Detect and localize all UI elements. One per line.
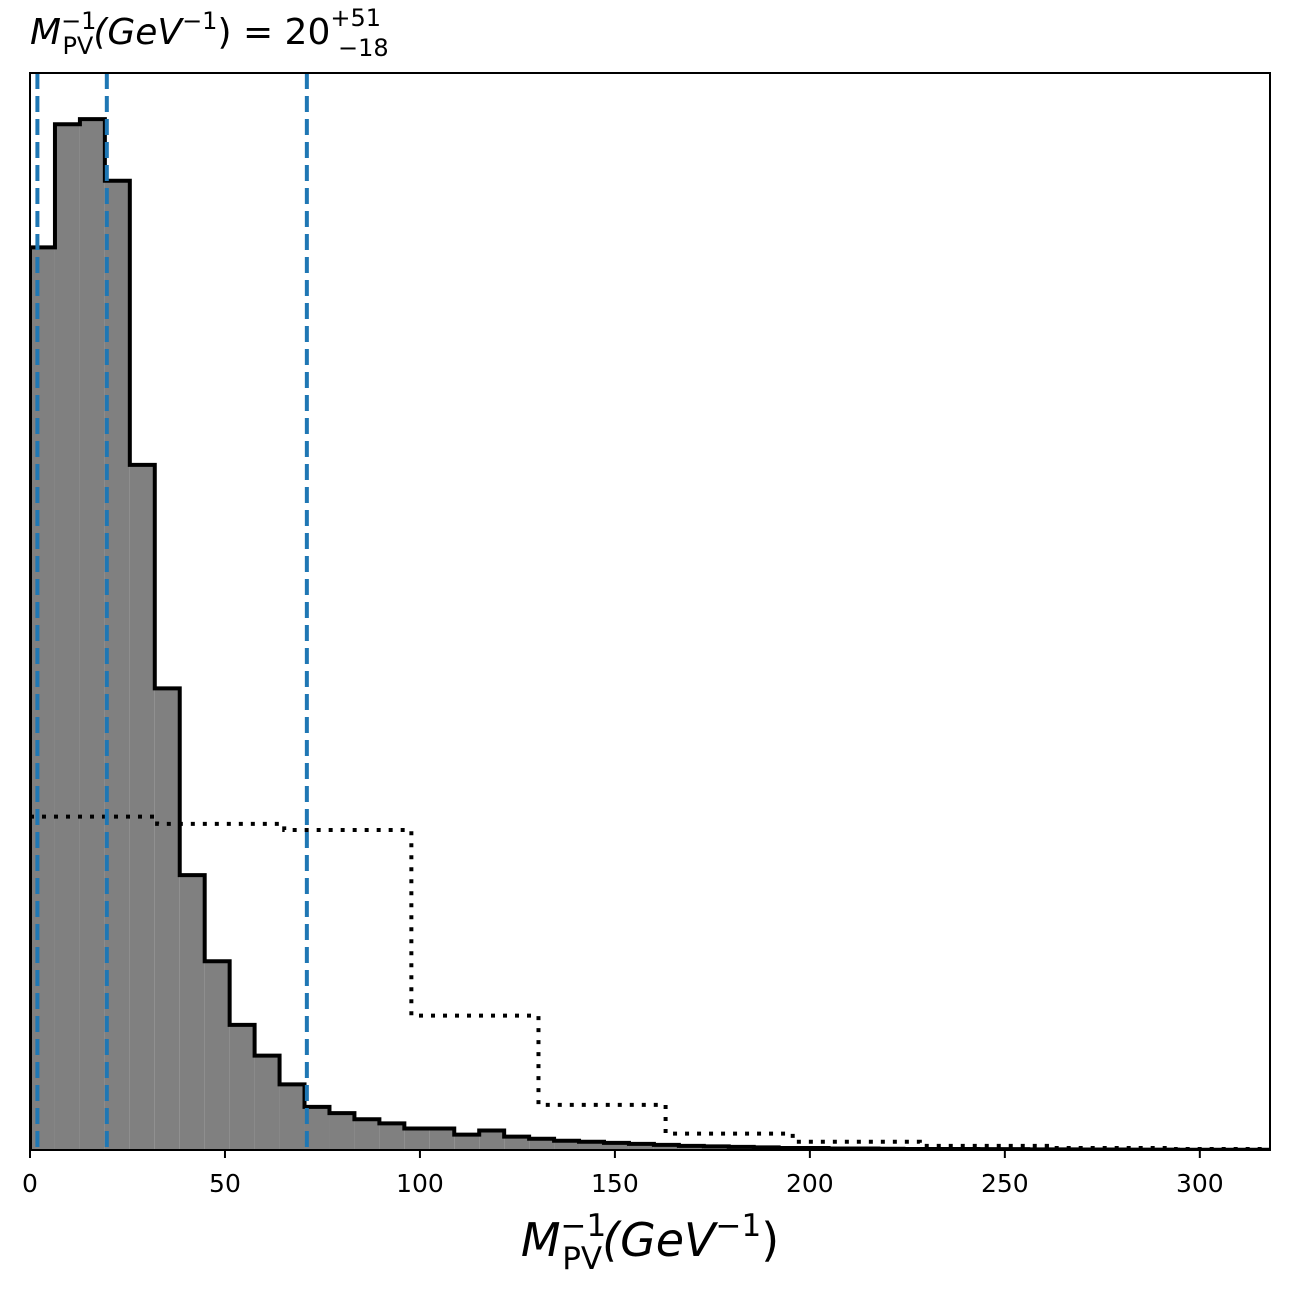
x-tick-label: 0 — [22, 1169, 38, 1198]
x-tick-label: 200 — [786, 1169, 834, 1198]
posterior-bar — [180, 875, 205, 1150]
posterior-bar — [504, 1137, 529, 1150]
posterior-bar — [205, 961, 230, 1150]
x-tick-label: 150 — [591, 1169, 639, 1198]
posterior-bar — [130, 465, 155, 1150]
x-axis: 0 50 100 150 200 250 300 — [22, 1150, 1224, 1198]
posterior-bar — [454, 1135, 479, 1150]
posterior-bar — [354, 1119, 379, 1150]
posterior-bar — [230, 1025, 255, 1150]
posterior-bar — [280, 1084, 305, 1150]
x-tick-label: 250 — [981, 1169, 1029, 1198]
posterior-bar — [55, 124, 80, 1150]
posterior-bar — [479, 1131, 504, 1150]
x-tick-label: 100 — [396, 1169, 444, 1198]
posterior-bar — [80, 119, 105, 1150]
posterior-bar — [429, 1128, 454, 1150]
x-tick-label: 50 — [209, 1169, 241, 1198]
posterior-bar — [379, 1123, 404, 1150]
posterior-bar — [30, 247, 55, 1150]
posterior-bar — [255, 1056, 280, 1150]
x-tick-label: 300 — [1176, 1169, 1224, 1198]
posterior-bar — [155, 688, 180, 1150]
posterior-bar — [404, 1128, 429, 1150]
posterior-bar — [329, 1113, 354, 1150]
